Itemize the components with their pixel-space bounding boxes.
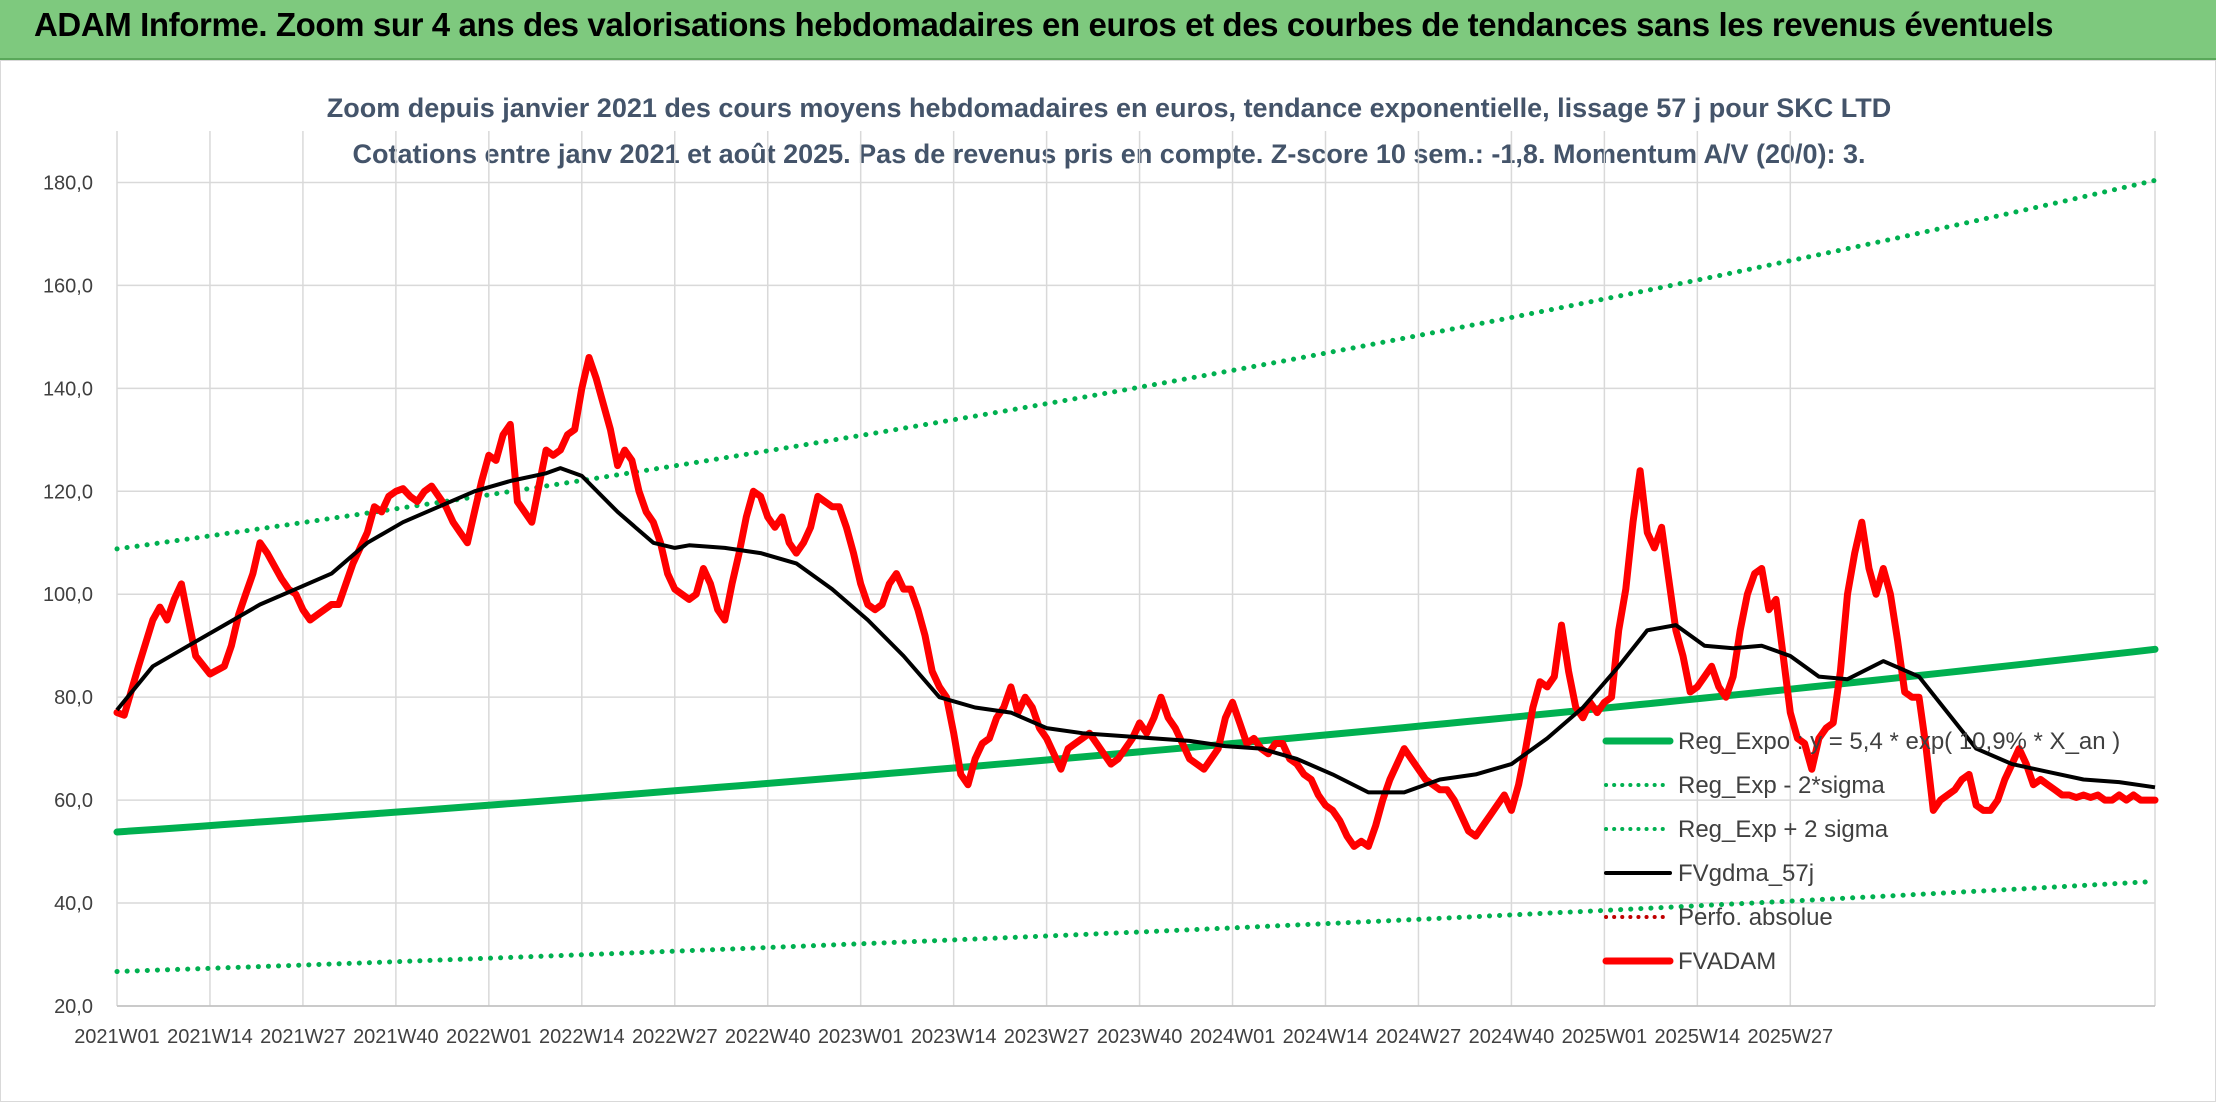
series-band-low — [114, 878, 2158, 974]
series-trend — [113, 645, 2159, 836]
x-tick-label: 2023W40 — [1097, 1026, 1183, 1048]
x-tick-label: 2022W40 — [725, 1026, 811, 1048]
x-tick-label: 2025W01 — [1562, 1026, 1648, 1048]
y-tick-label: 100,0 — [43, 584, 93, 606]
y-tick-label: 40,0 — [54, 893, 93, 915]
report-title: ADAM Informe. Zoom sur 4 ans des valoris… — [34, 6, 2054, 43]
x-tick-label: 2022W01 — [446, 1026, 532, 1048]
legend-label: Reg_Exp - 2*sigma — [1678, 772, 1885, 799]
x-tick-label: 2024W14 — [1283, 1026, 1369, 1048]
series-fvadam — [113, 354, 2159, 850]
x-tick-label: 2024W40 — [1469, 1026, 1555, 1048]
legend-label: FVADAM — [1678, 948, 1776, 975]
x-tick-label: 2021W27 — [260, 1026, 346, 1048]
series-fvgdma — [115, 466, 2156, 795]
x-tick-label: 2023W14 — [911, 1026, 997, 1048]
x-tick-label: 2021W14 — [167, 1026, 253, 1048]
y-tick-label: 20,0 — [54, 996, 93, 1018]
x-tick-label: 2022W14 — [539, 1026, 625, 1048]
x-tick-label: 2021W01 — [74, 1026, 160, 1048]
report-banner: ADAM Informe. Zoom sur 4 ans des valoris… — [0, 0, 2216, 60]
x-tick-label: 2024W01 — [1190, 1026, 1276, 1048]
y-axis-ticks: 20,0 40,0 60,0 80,0 100,0 120,0 140,0 160,0 180,… — [43, 172, 93, 1018]
chart-title-line1: Zoom depuis janvier 2021 des cours moyen… — [327, 93, 1891, 123]
x-tick-label: 2023W01 — [818, 1026, 904, 1048]
y-tick-label: 160,0 — [43, 275, 93, 297]
legend: Reg_Expo : y = 5,4 * exp( 10,9% * X_an )… — [1602, 728, 2120, 975]
chart-area: Zoom depuis janvier 2021 des cours moyen… — [0, 60, 2216, 1102]
y-tick-label: 80,0 — [54, 687, 93, 709]
y-tick-label: 180,0 — [43, 172, 93, 194]
legend-label: Reg_Exp + 2 sigma — [1678, 816, 1889, 843]
legend-label: Reg_Expo : y = 5,4 * exp( 10,9% * X_an ) — [1678, 728, 2120, 755]
x-tick-label: 2022W27 — [632, 1026, 718, 1048]
x-axis-ticks: 2021W01 2021W14 2021W27 2021W40 2022W01 2022W… — [74, 1026, 1833, 1048]
y-tick-label: 120,0 — [43, 481, 93, 503]
chart-title-line2: Cotations entre janv 2021 et août 2025. … — [352, 139, 1865, 169]
x-tick-label: 2025W14 — [1655, 1026, 1741, 1048]
x-tick-label: 2023W27 — [1004, 1026, 1090, 1048]
x-tick-label: 2024W27 — [1376, 1026, 1462, 1048]
legend-label: FVgdma_57j — [1678, 860, 1814, 887]
legend-label: Perfo. absolue — [1678, 904, 1833, 931]
x-tick-label: 2021W40 — [353, 1026, 439, 1048]
y-tick-label: 60,0 — [54, 790, 93, 812]
line-chart: Zoom depuis janvier 2021 des cours moyen… — [43, 93, 2159, 1048]
y-tick-label: 140,0 — [43, 378, 93, 400]
series-lines — [113, 177, 2159, 974]
x-tick-label: 2025W27 — [1747, 1026, 1833, 1048]
